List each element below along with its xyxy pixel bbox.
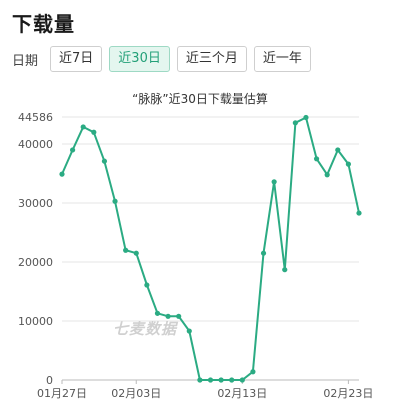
filter-3-months-button[interactable]: 近三个月 [176,46,247,72]
data-point [165,313,171,319]
data-point [271,179,277,185]
data-point [250,369,256,375]
y-tick-label: 10000 [18,315,53,328]
data-point [123,247,129,253]
y-tick-label: 40000 [18,138,53,151]
x-tick-label: 02月13日 [217,387,267,400]
series-line [61,116,360,381]
data-point [70,147,76,153]
page-title: 下载量 [12,12,75,36]
data-point [313,156,320,162]
data-point [324,172,330,178]
data-point [144,282,150,288]
y-tick-label: 30000 [18,197,53,210]
y-tick-label: 0 [46,374,53,387]
data-point [356,210,362,216]
data-point [154,310,161,316]
data-point [186,328,192,334]
data-point [218,377,224,383]
data-point [303,114,309,121]
data-point [239,377,245,383]
data-point [80,124,86,130]
date-filter-bar: 日期 近7日 近30日 近三个月 近一年 [12,46,318,72]
chart-title: “脉脉”近30日下载量估算 [132,92,268,106]
filter-30-days-button[interactable]: 近30日 [109,46,170,72]
data-point [282,267,288,273]
x-tick-label: 01月27日 [37,387,87,400]
data-point [207,377,214,383]
data-point [112,198,118,204]
data-point [260,250,267,256]
x-tick-label: 02月23日 [323,387,373,400]
data-point [101,158,108,164]
data-point [292,120,298,126]
data-point [229,377,235,383]
data-point [176,313,182,319]
data-point [133,250,139,256]
data-point [335,147,341,153]
y-tick-label: 20000 [18,256,53,269]
filter-1-year-button[interactable]: 近一年 [253,46,311,72]
data-point [197,377,203,383]
date-filter-label: 日期 [12,53,39,69]
y-tick-label: 44586 [18,111,53,124]
x-tick-label: 02月03日 [111,387,161,400]
data-point [345,161,351,167]
data-point [91,129,97,135]
filter-7-days-button[interactable]: 近7日 [50,46,103,72]
data-point [59,171,65,177]
